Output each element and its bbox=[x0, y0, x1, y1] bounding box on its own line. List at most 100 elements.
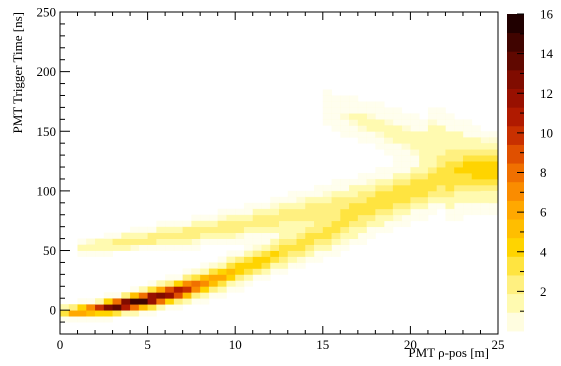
heatmap-cell bbox=[392, 196, 403, 204]
heatmap-cell bbox=[445, 161, 455, 168]
heatmap-cell bbox=[226, 208, 236, 216]
heatmap-cell bbox=[287, 220, 297, 228]
heatmap-cell bbox=[95, 310, 105, 317]
heatmap-cell bbox=[270, 256, 280, 263]
heatmap-cell bbox=[252, 274, 262, 281]
heatmap-cell bbox=[401, 196, 411, 204]
heatmap-cell bbox=[112, 238, 122, 245]
heatmap-cell bbox=[252, 250, 262, 257]
heatmap-cell bbox=[384, 226, 394, 234]
colorbar-tick-label: 12 bbox=[540, 86, 553, 101]
heatmap-cell bbox=[384, 131, 394, 138]
heatmap-cell bbox=[410, 196, 420, 204]
heatmap-cell bbox=[296, 256, 306, 263]
heatmap-cell bbox=[182, 298, 192, 305]
heatmap-cell bbox=[314, 232, 324, 239]
heatmap-cell bbox=[173, 220, 184, 228]
heatmap-cell bbox=[208, 226, 219, 234]
heatmap-cell bbox=[130, 292, 140, 299]
heatmap-cell bbox=[77, 316, 87, 323]
heatmap-cell bbox=[427, 178, 438, 186]
heatmap-cell bbox=[331, 184, 341, 192]
heatmap-cell bbox=[103, 304, 113, 311]
heatmap-cell bbox=[243, 256, 254, 263]
heatmap-cell bbox=[287, 262, 297, 269]
heatmap-cell bbox=[243, 202, 254, 210]
colorbar-segment bbox=[507, 32, 524, 52]
heatmap-cell bbox=[270, 196, 280, 204]
heatmap-cell bbox=[401, 220, 411, 228]
heatmap-cell bbox=[86, 298, 96, 305]
heatmap-cell bbox=[182, 274, 192, 281]
heatmap-cell bbox=[208, 274, 219, 281]
heatmap-cell bbox=[357, 125, 367, 132]
heatmap-cell bbox=[252, 244, 262, 251]
heatmap-cell bbox=[375, 190, 385, 198]
heatmap-cell bbox=[349, 119, 359, 126]
heatmap-cell bbox=[375, 214, 385, 222]
heatmap-cell bbox=[401, 208, 411, 216]
heatmap-cell bbox=[322, 196, 332, 204]
heatmap-cell bbox=[436, 173, 446, 180]
heatmap-cell bbox=[454, 155, 464, 162]
heatmap-cell bbox=[471, 173, 481, 180]
heatmap-cell bbox=[445, 125, 455, 132]
heatmap-cell bbox=[392, 137, 403, 144]
heatmap-cell bbox=[489, 143, 499, 150]
heatmap-cell bbox=[322, 119, 332, 126]
heatmap-cell bbox=[480, 184, 490, 192]
heatmap-cell bbox=[182, 268, 192, 275]
heatmap-cell bbox=[331, 196, 341, 204]
colorbar-segment bbox=[507, 181, 524, 201]
heatmap-cell bbox=[173, 226, 184, 234]
heatmap-cell bbox=[349, 220, 359, 228]
heatmap-cell bbox=[261, 226, 271, 234]
heatmap-cell bbox=[112, 310, 122, 317]
heatmap-cell bbox=[454, 119, 464, 126]
heatmap-cell bbox=[68, 310, 78, 317]
heatmap-cell bbox=[375, 220, 385, 228]
heatmap-cell bbox=[103, 316, 113, 323]
heatmap-cell bbox=[410, 173, 420, 180]
heatmap-cell bbox=[314, 202, 324, 210]
heatmap-cell bbox=[366, 208, 376, 216]
heatmap-cell bbox=[462, 167, 473, 174]
heatmap-cell bbox=[454, 214, 464, 222]
heatmap-cell bbox=[86, 310, 96, 317]
heatmap-cell bbox=[454, 131, 464, 138]
heatmap-cell bbox=[436, 155, 446, 162]
heatmap-cell bbox=[357, 190, 367, 198]
heatmap-cell bbox=[366, 137, 376, 144]
heatmap-cell bbox=[270, 220, 280, 228]
heatmap-cell bbox=[252, 256, 262, 263]
heatmap-cell bbox=[384, 119, 394, 126]
heatmap-cell bbox=[392, 155, 403, 162]
heatmap-cell bbox=[375, 208, 385, 216]
heatmap-cell bbox=[340, 107, 350, 114]
heatmap-cell bbox=[208, 262, 219, 269]
heatmap-cell bbox=[357, 226, 367, 234]
heatmap-cell bbox=[436, 202, 446, 210]
heatmap-cell bbox=[314, 256, 324, 263]
heatmap-cell bbox=[462, 190, 473, 198]
colorbar-segment bbox=[507, 14, 524, 34]
x-tick-label: 5 bbox=[144, 337, 151, 352]
heatmap-cell bbox=[462, 161, 473, 168]
heatmap-cell bbox=[366, 178, 376, 186]
heatmap-cell bbox=[322, 244, 332, 251]
heatmap-cell bbox=[340, 113, 350, 120]
heatmap-cell bbox=[454, 184, 464, 192]
heatmap-cell bbox=[445, 214, 455, 222]
heatmap-cell bbox=[147, 244, 157, 251]
heatmap-cell bbox=[191, 298, 201, 305]
heatmap-cell bbox=[130, 238, 140, 245]
heatmap-cell bbox=[384, 178, 394, 186]
heatmap-cell bbox=[366, 190, 376, 198]
heatmap-cell bbox=[322, 107, 332, 114]
heatmap-cell bbox=[138, 298, 148, 305]
heatmap-cell bbox=[191, 214, 201, 222]
heatmap-cell bbox=[77, 238, 87, 245]
heatmap-cell bbox=[419, 161, 429, 168]
heatmap-cell bbox=[208, 292, 219, 299]
heatmap-cell bbox=[182, 244, 192, 251]
